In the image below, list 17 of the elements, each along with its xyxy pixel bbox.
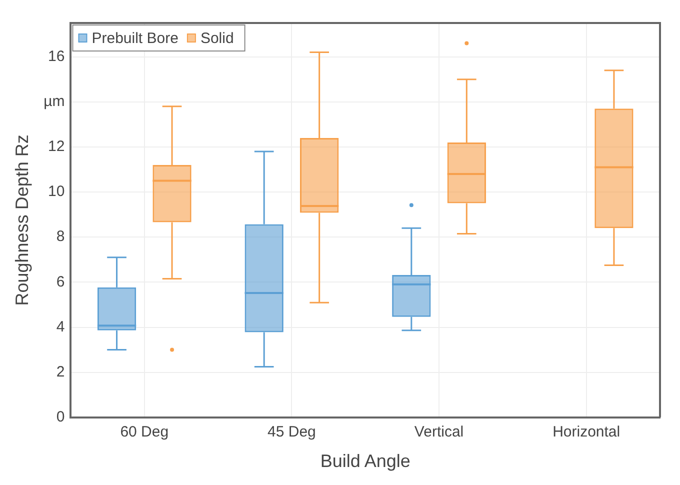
- x-tick-label: 45 Deg: [268, 424, 316, 441]
- legend-label: Prebuilt Bore: [92, 30, 178, 48]
- y-tick-label: µm: [44, 93, 65, 110]
- x-axis-title: Build Angle: [320, 451, 410, 472]
- y-tick-label: 2: [56, 363, 65, 380]
- x-tick-label: 60 Deg: [120, 424, 169, 441]
- legend-label: Solid: [200, 30, 234, 48]
- y-tick-label: 16: [48, 48, 65, 65]
- y-tick-label: 8: [56, 228, 65, 246]
- y-tick-label: 12: [48, 138, 65, 156]
- y-axis-title: Roughness Depth Rz: [12, 134, 32, 306]
- y-tick-label: 10: [48, 183, 65, 200]
- y-tick-label: 4: [56, 318, 65, 336]
- y-tick-label: 6: [56, 273, 65, 290]
- x-tick-label: Vertical: [414, 424, 464, 441]
- y-tick-label: 0: [56, 408, 65, 426]
- x-tick-label: Horizontal: [552, 424, 620, 441]
